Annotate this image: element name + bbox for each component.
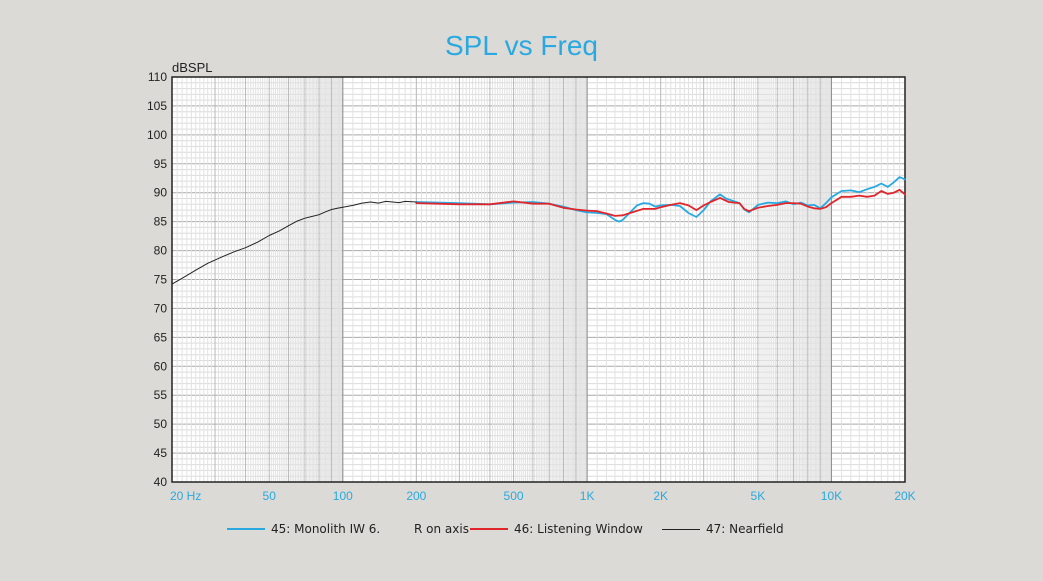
x-tick-label: 200 [406,489,426,503]
x-tick-label: 5K [751,489,766,503]
legend-label-listening-window: 46: Listening Window [514,522,643,536]
y-tick-label: 45 [154,446,168,460]
x-tick-label: 2K [653,489,668,503]
y-tick-label: 50 [154,417,168,431]
y-tick-label: 60 [154,359,168,373]
legend-swatch-monolith [227,528,265,530]
legend-swatch-nearfield [662,528,700,530]
x-tick-label: 1K [580,489,595,503]
y-tick-label: 85 [154,215,168,229]
x-tick-label: 500 [504,489,524,503]
plot-border [171,76,906,483]
y-tick-label: 65 [154,330,168,344]
y-tick-label: 95 [154,157,168,171]
legend: 45: Monolith IW 6. R on axis 46: Listeni… [0,522,1043,544]
y-tick-label: 40 [154,475,168,489]
y-tick-label: 110 [148,70,167,84]
y-tick-label: 105 [147,99,167,113]
x-tick-label: 20 Hz [170,489,201,503]
y-tick-label: 55 [154,388,168,402]
legend-label-nearfield: 47: Nearfield [706,522,784,536]
legend-label-monolith: 45: Monolith IW 6. [271,522,381,536]
y-tick-label: 70 [154,301,168,315]
y-tick-label: 100 [147,128,167,142]
x-tick-label: 100 [333,489,353,503]
chart-title: SPL vs Freq [444,30,598,61]
legend-extra-text: R on axis [414,522,469,536]
y-axis-label: dBSPL [172,60,212,75]
y-tick-label: 75 [154,273,168,287]
x-tick-label: 20K [894,489,915,503]
series-line-3 [171,200,417,285]
legend-item-listening-window: 46: Listening Window [470,522,643,536]
series-line-1 [415,176,906,223]
legend-swatch-listening-window [470,528,508,530]
y-tick-label: 80 [154,244,168,258]
x-tick-label: 10K [821,489,842,503]
series-line-2 [415,188,906,217]
y-tick-label: 90 [154,186,168,200]
legend-item-nearfield: 47: Nearfield [662,522,784,536]
legend-item-monolith: 45: Monolith IW 6. [227,522,380,536]
x-tick-label: 50 [263,489,277,503]
